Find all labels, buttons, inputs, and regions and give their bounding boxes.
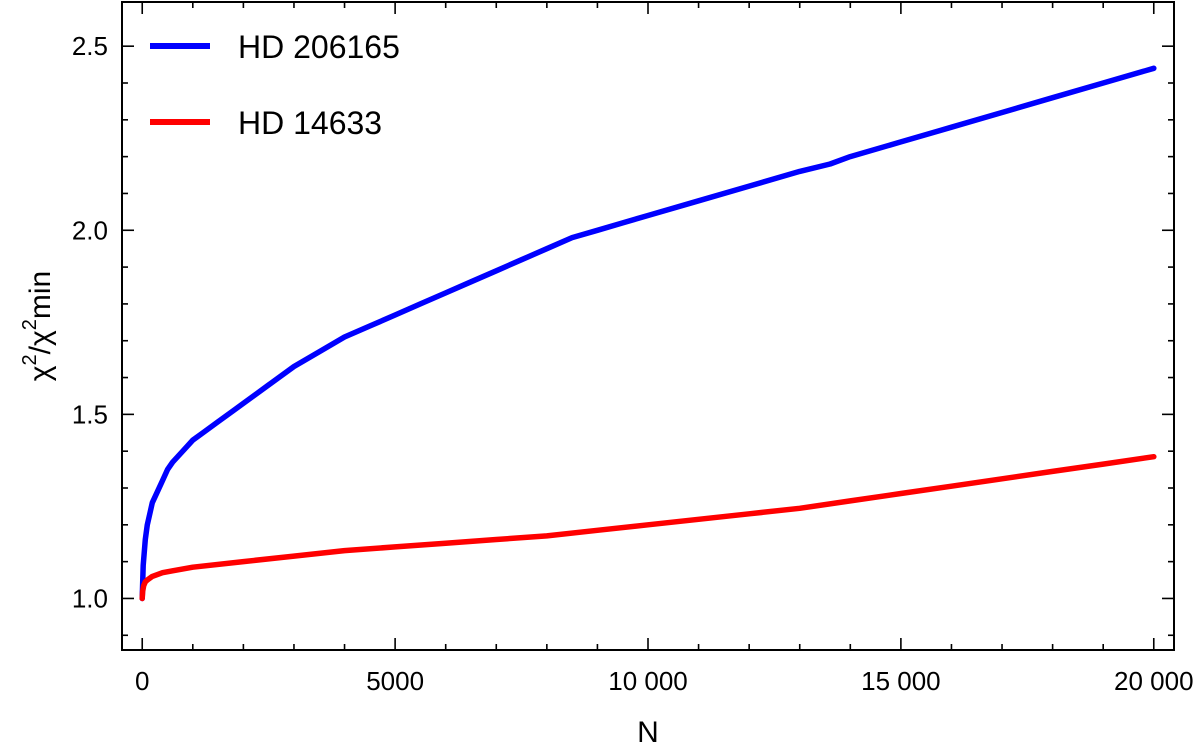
x-tick-label: 0 — [135, 666, 149, 696]
series-line-1 — [139, 65, 1157, 602]
axis-ticks — [122, 2, 1174, 650]
legend-label: HD 206165 — [238, 29, 400, 65]
x-tick-label: 10 000 — [608, 666, 688, 696]
y-tick-label: 2.0 — [72, 215, 108, 245]
x-tick-label: 5000 — [366, 666, 424, 696]
plot-frame — [121, 1, 1175, 651]
y-axis-label: χ2/χ2min — [19, 271, 57, 381]
svg-text:χ2/χ2min: χ2/χ2min — [19, 271, 57, 381]
x-tick-label: 15 000 — [861, 666, 941, 696]
y-tick-label: 1.0 — [72, 583, 108, 613]
y-tick-label: 1.5 — [72, 399, 108, 429]
x-axis-label: N — [637, 716, 659, 749]
legend-label: HD 14633 — [238, 105, 382, 141]
y-tick-label: 2.5 — [72, 31, 108, 61]
x-tick-label: 20 000 — [1114, 666, 1194, 696]
series-layer — [139, 65, 1157, 602]
legend: HD 206165 HD 14633 — [150, 29, 400, 141]
axis-tick-labels: 0 5000 10 000 15 000 20 000 1.0 1.5 2.0 2.5 — [72, 31, 1194, 696]
series-line-2 — [139, 453, 1157, 602]
